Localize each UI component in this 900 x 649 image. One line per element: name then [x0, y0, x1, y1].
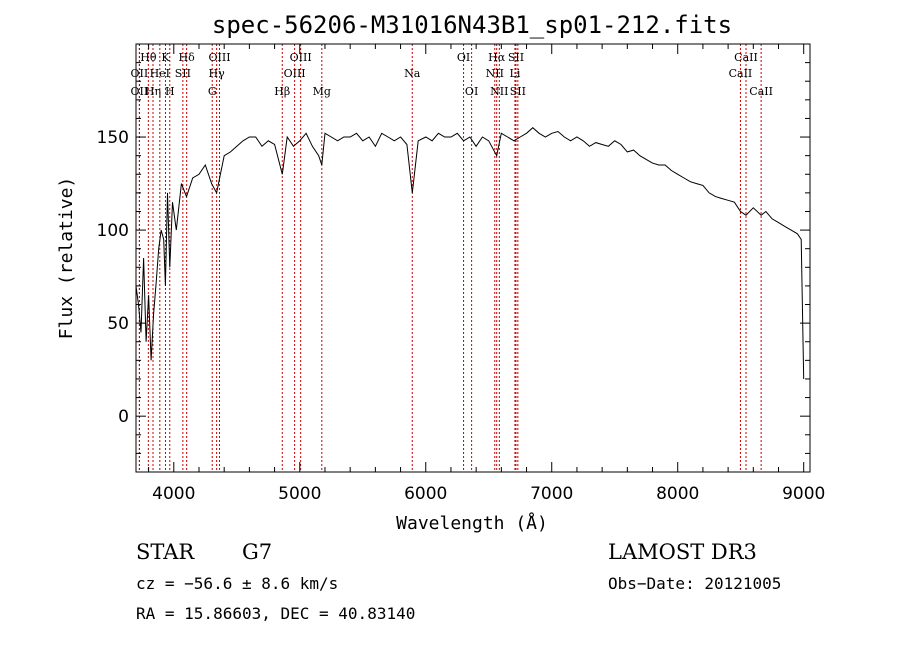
marker-label-3: K	[161, 51, 170, 64]
marker-label-8: H	[165, 85, 175, 98]
observation-date: Obs−Date: 20121005	[608, 574, 782, 593]
sky-coordinates: RA = 15.86603, DEC = 40.83140	[136, 604, 416, 623]
x-tick-label: 7000	[530, 484, 573, 504]
marker-label-20: SII	[508, 51, 524, 64]
y-tick-label: 100	[97, 221, 129, 241]
marker-label-11: G	[208, 85, 217, 98]
y-axis-label: Flux (relative)	[56, 177, 77, 340]
marker-label-2: OII	[131, 85, 149, 98]
marker-label-1: OII	[131, 67, 149, 80]
y-tick-label: 150	[97, 128, 129, 148]
x-tick-label: 8000	[656, 484, 699, 504]
y-tick-label: 50	[107, 314, 129, 334]
marker-label-22: Li	[510, 67, 521, 80]
object-subclass: G7	[242, 540, 273, 564]
marker-label-19: Hα	[488, 51, 506, 64]
marker-label-16: Na	[404, 67, 421, 80]
marker-lines	[138, 44, 762, 472]
y-axis: 0 50 100 150	[97, 43, 810, 454]
marker-label-24: SII	[510, 85, 526, 98]
object-class: STAR	[136, 540, 195, 564]
marker-label-6: Hδ	[179, 51, 196, 64]
marker-label-4: HeI	[150, 67, 170, 80]
marker-label-25: CaII	[734, 51, 758, 64]
y-tick-label: 0	[118, 407, 129, 427]
marker-label-5: Hη	[145, 85, 161, 98]
x-tick-label: 6000	[404, 484, 447, 504]
marker-label-9: OIII	[208, 51, 230, 64]
chart-title: spec-56206-M31016N43B1_sp01-212.fits	[212, 11, 732, 39]
spectrum-line	[135, 127, 805, 380]
marker-label-23: NII	[490, 85, 508, 98]
x-axis: 4000 5000 6000 7000 8000 9000	[148, 44, 825, 504]
redshift-velocity: cz = −56.6 ± 8.6 km/s	[136, 574, 339, 593]
plot-frame	[135, 43, 811, 473]
x-axis-label: Wavelength (Å)	[396, 512, 548, 534]
marker-label-21: NII	[486, 67, 504, 80]
marker-label-27: CaII	[749, 85, 773, 98]
marker-label-0: Hθ	[140, 51, 157, 64]
marker-label-13: OIII	[284, 67, 306, 80]
marker-label-10: Hγ	[209, 67, 226, 80]
marker-label-18: OI	[465, 85, 478, 98]
x-tick-label: 5000	[278, 484, 321, 504]
survey-name: LAMOST DR3	[608, 540, 757, 564]
x-tick-label: 9000	[782, 484, 825, 504]
x-tick-label: 4000	[152, 484, 195, 504]
marker-label-17: OI	[457, 51, 470, 64]
marker-label-12: OIII	[290, 51, 312, 64]
marker-label-26: CaII	[729, 67, 753, 80]
marker-label-15: Mg	[313, 85, 331, 98]
marker-label-14: Hβ	[274, 85, 290, 98]
marker-label-7: SII	[175, 67, 191, 80]
